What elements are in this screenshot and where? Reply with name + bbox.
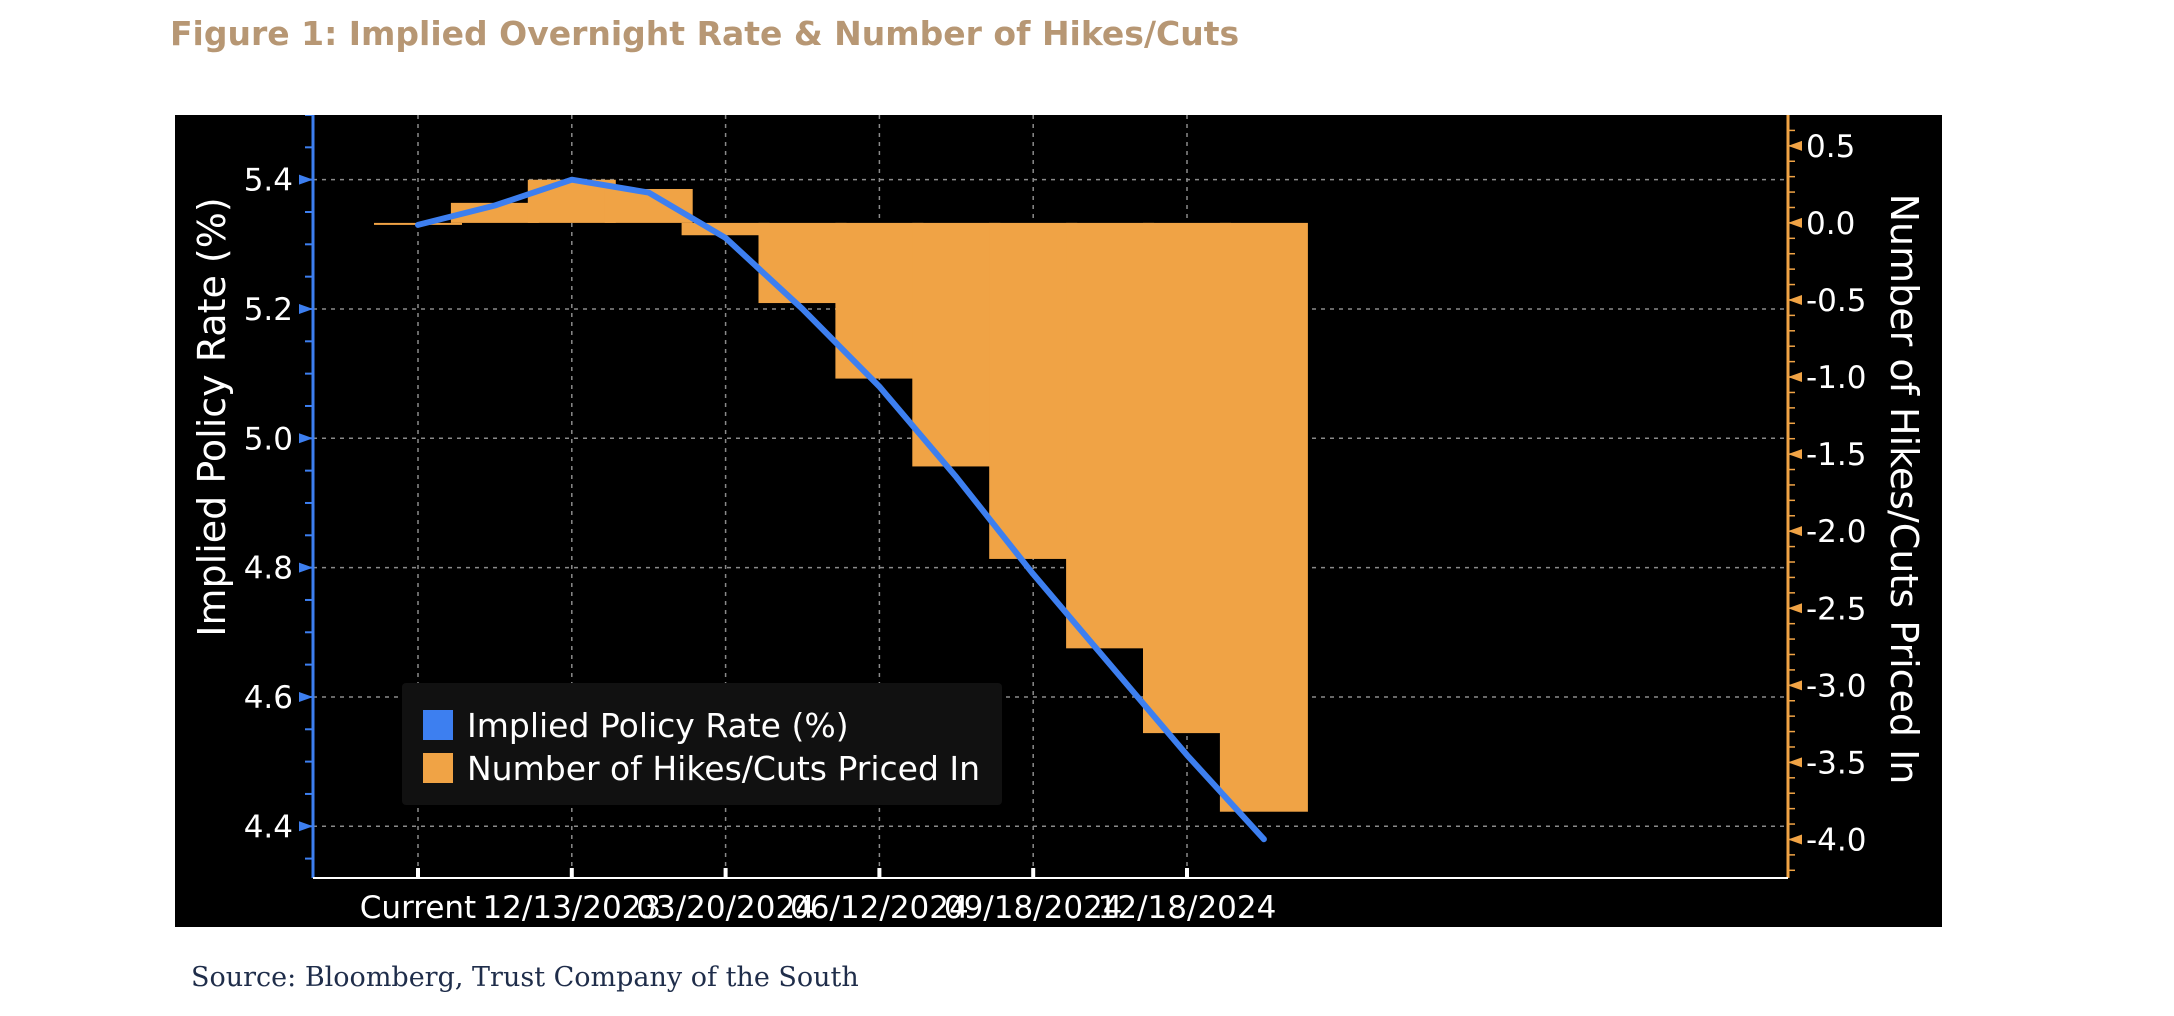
- y-right-tick-marker: [1788, 217, 1802, 228]
- combo-chart: 4.4 4.6 4.8 5.0 5.2 5.4 0.5 0.0 -0.5 -1.0 -1.5 -2.0…: [190, 115, 1926, 926]
- bar-hikes-cuts: [912, 222, 1001, 467]
- x-tick-label: 12/13/2023: [482, 890, 661, 926]
- y-right-tick-label: -3.5: [1806, 745, 1867, 781]
- legend-background: [402, 683, 1002, 805]
- y-left-tick-label: 5.2: [244, 292, 293, 328]
- bar-hikes-cuts: [1066, 222, 1155, 649]
- y-right-tick-marker: [1788, 449, 1802, 460]
- x-tick-label: 12/18/2024: [1098, 890, 1277, 926]
- y-right-tick-marker: [1788, 603, 1802, 614]
- line-series: [415, 176, 1267, 843]
- y-right-tick-marker: [1788, 526, 1802, 537]
- y-right-tick-label: -3.0: [1806, 668, 1867, 704]
- bar-series: [374, 179, 1308, 812]
- legend-swatch-implied-rate: [423, 710, 453, 740]
- y-left-axis-title: Implied Policy Rate (%): [190, 197, 234, 636]
- y-right-tick-label: 0.0: [1806, 206, 1855, 242]
- y-left-tick-marker: [299, 174, 313, 185]
- y-left-tick-label: 4.8: [244, 551, 293, 587]
- x-tick-label: Current: [360, 890, 476, 926]
- y-left-tick-label: 5.4: [244, 163, 293, 199]
- y-left-tick-marker: [299, 433, 313, 444]
- bar-hikes-cuts: [1143, 222, 1231, 734]
- bar-hikes-cuts: [758, 222, 847, 304]
- y-left-tick-label: 5.0: [244, 421, 293, 457]
- axes: 4.4 4.6 4.8 5.0 5.2 5.4 0.5 0.0 -0.5 -1.0 -1.5 -2.0…: [244, 115, 1867, 926]
- y-right-tick-label: -1.0: [1806, 360, 1867, 396]
- source-note: Source: Bloomberg, Trust Company of the …: [191, 962, 859, 993]
- bar-hikes-cuts: [835, 222, 924, 379]
- y-right-tick-marker: [1788, 294, 1802, 305]
- x-tick-label: 06/12/2024: [790, 890, 969, 926]
- y-right-tick-marker: [1788, 834, 1802, 845]
- legend: Implied Policy Rate (%) Number of Hikes/…: [402, 683, 1002, 805]
- y-right-tick-label: -4.0: [1806, 822, 1867, 858]
- bar-hikes-cuts: [1219, 222, 1308, 812]
- x-tick-label: 03/20/2024: [636, 890, 815, 926]
- bar-hikes-cuts: [989, 222, 1078, 559]
- legend-label-implied-rate: Implied Policy Rate (%): [467, 706, 849, 745]
- chart-container: 4.4 4.6 4.8 5.0 5.2 5.4 0.5 0.0 -0.5 -1.0 -1.5 -2.0…: [175, 115, 1942, 927]
- y-right-tick-marker: [1788, 680, 1802, 691]
- y-left-tick-marker: [299, 303, 313, 314]
- y-right-tick-label: -1.5: [1806, 437, 1867, 473]
- line-implied-policy-rate: [415, 176, 1267, 843]
- y-right-tick-label: -0.5: [1806, 283, 1867, 319]
- bar-hikes-cuts: [681, 222, 770, 236]
- y-right-tick-label: -2.0: [1806, 514, 1867, 550]
- y-right-tick-label: -2.5: [1806, 591, 1867, 627]
- y-left-tick-label: 4.6: [244, 680, 293, 716]
- y-right-tick-marker: [1788, 757, 1802, 768]
- y-right-tick-label: 0.5: [1806, 129, 1855, 165]
- y-right-axis-title: Number of Hikes/Cuts Priced In: [1882, 194, 1926, 785]
- y-right-tick-marker: [1788, 372, 1802, 383]
- legend-swatch-hikes-cuts: [423, 753, 453, 783]
- legend-label-hikes-cuts: Number of Hikes/Cuts Priced In: [467, 749, 980, 788]
- y-left-tick-label: 4.4: [244, 809, 293, 845]
- x-tick-label: 09/18/2024: [944, 890, 1123, 926]
- y-right-tick-marker: [1788, 140, 1802, 151]
- y-left-tick-marker: [299, 821, 313, 832]
- y-left-tick-marker: [299, 562, 313, 573]
- y-left-tick-marker: [299, 691, 313, 702]
- figure-title: Figure 1: Implied Overnight Rate & Numbe…: [170, 14, 1240, 53]
- bar-hikes-cuts: [450, 202, 539, 223]
